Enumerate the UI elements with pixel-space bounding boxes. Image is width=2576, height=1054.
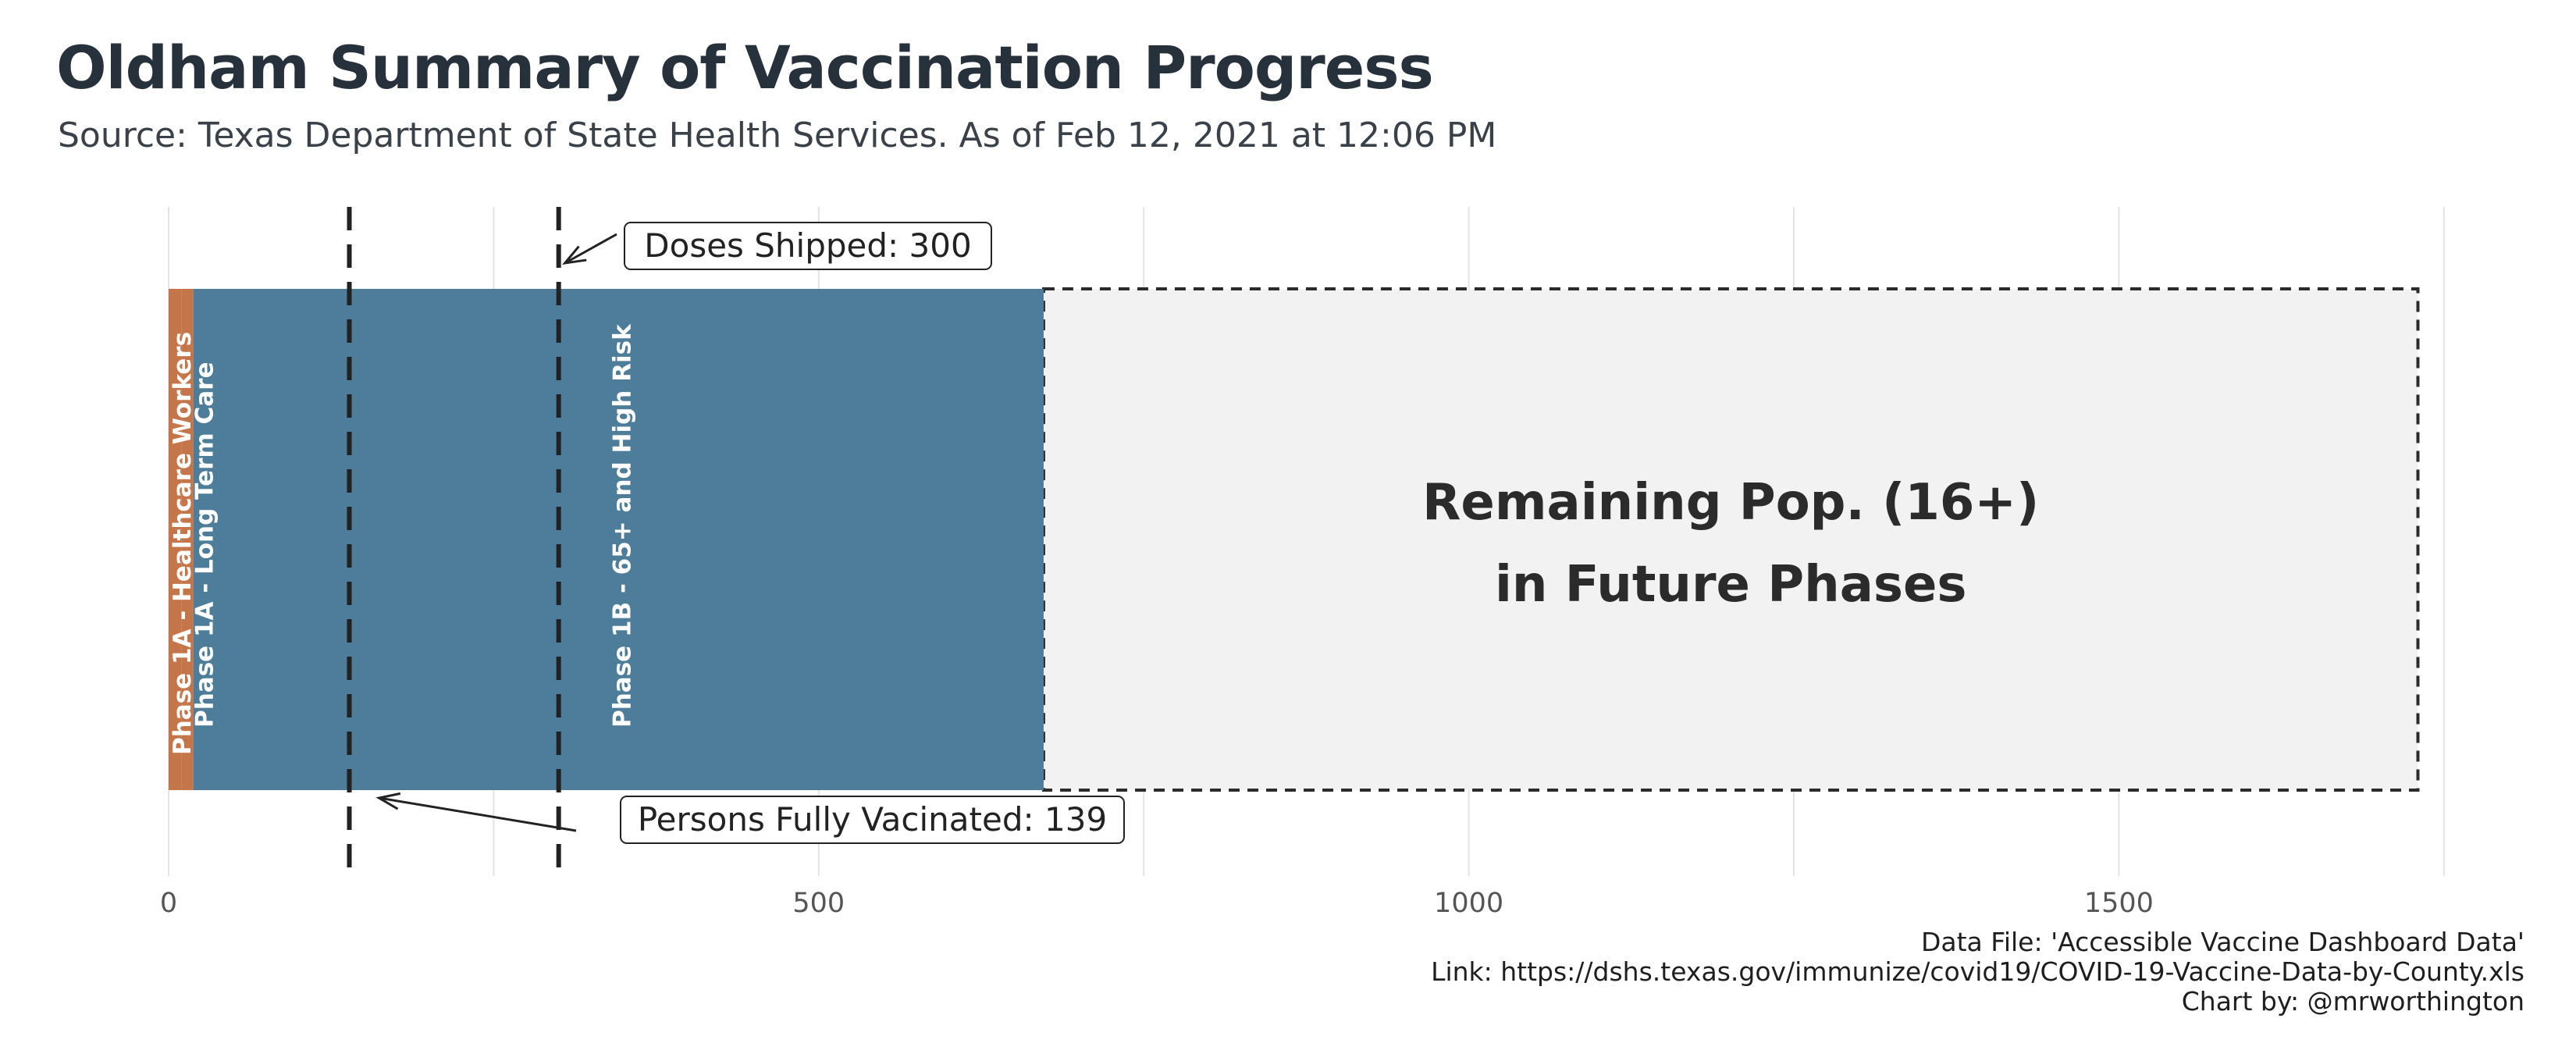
x-tick-label: 0 [160,888,177,919]
chart-title: Oldham Summary of Vaccination Progress [56,33,1434,102]
segment-label: Phase 1A - Healthcare Workers [169,332,197,755]
segment-label: Phase 1B - 65+ and High Risk [609,323,637,728]
caption-data-file: Data File: 'Accessible Vaccine Dashboard… [1920,927,2524,957]
persons-fully-vaccinated-label: Persons Fully Vacinated: 139 [638,800,1107,839]
doses-shipped-arrowhead [562,245,587,265]
doses-shipped-label-box [624,222,992,270]
doses-shipped-label: Doses Shipped: 300 [644,226,971,265]
x-tick-label: 500 [792,888,845,919]
chart-caption: Data File: 'Accessible Vaccine Dashboard… [1431,928,2524,1017]
doses-shipped-arrow [564,233,617,265]
persons-fully-vaccinated-label-box [620,796,1125,844]
bar-segment [169,289,182,790]
caption-link: Link: https://dshs.texas.gov/immunize/co… [1431,956,2524,987]
x-tick-label: 1000 [1434,888,1503,919]
markers: Doses Shipped: 300 Persons Fully Vacinate… [347,207,1125,876]
segment-label: Phase 1A - Long Term Care [191,361,219,728]
x-axis: 0 500 1000 1500 [160,888,2154,919]
remaining-pop-label-line1: Remaining Pop. (16+) [1422,474,2039,532]
x-tick-label: 1500 [2084,888,2154,919]
bars [169,287,2420,792]
persons-fully-vaccinated-arrowhead [375,792,401,810]
persons-fully-vaccinated-arrow [379,796,577,832]
remaining-pop-label-line2: in Future Phases [1495,556,1967,614]
caption-credit: Chart by: @mrworthington [2181,986,2524,1017]
bar-segment [193,289,1044,790]
chart-subtitle: Source: Texas Department of State Health… [58,116,1497,155]
remaining-pop-box [1041,287,2420,792]
bar-segment [181,289,194,790]
